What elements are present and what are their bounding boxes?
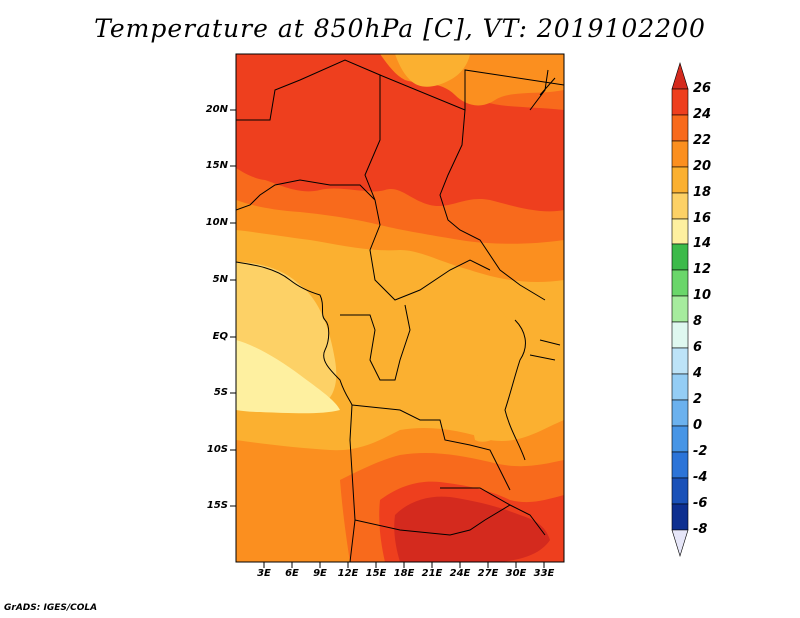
colorbar-20-22 [671, 140, 689, 168]
colorbar-label: 0 [693, 418, 703, 433]
colorbar-0-2 [671, 399, 689, 427]
field-band-18-20-east [472, 300, 522, 442]
country-boundaries [236, 59, 564, 562]
colorbar-label: 20 [693, 159, 712, 174]
colorbar-2-4 [671, 373, 689, 401]
colorbar-label: 4 [693, 366, 703, 381]
colorbar-8-10 [671, 295, 689, 323]
border-zambia-south [440, 487, 511, 506]
chart-title: Temperature at 850hPa [C], VT: 201910220… [94, 14, 706, 43]
field-band-20-22 [236, 200, 564, 282]
colorbar-6-8 [671, 321, 689, 349]
colorbar-label: 2 [693, 392, 703, 407]
lat-label: 10S [206, 444, 228, 455]
west-coastline [236, 261, 356, 562]
east-lakes [529, 339, 561, 361]
border-west-africa [236, 59, 381, 211]
border-congo [340, 304, 411, 381]
colorbar-cap-above-26 [671, 61, 689, 90]
lat-label: 5N [212, 274, 228, 285]
credit-text: GrADS: IGES/COLA [4, 603, 98, 613]
temperature-field [236, 54, 564, 562]
colorbar-label: 26 [693, 81, 712, 96]
lat-ticks [230, 109, 236, 507]
colorbar-m8-m6 [671, 503, 689, 531]
colorbar-label: 10 [693, 288, 712, 303]
lon-label: 3E [257, 568, 271, 579]
lon-label: 12E [337, 568, 359, 579]
lat-label: EQ [212, 331, 228, 342]
lon-label: 9E [313, 568, 327, 579]
field-band-18-20-ne [395, 54, 470, 87]
lat-label: 15S [206, 500, 228, 511]
colorbar-label: -2 [693, 444, 708, 459]
lat-label: 10N [205, 217, 228, 228]
lat-label: 5S [213, 387, 228, 398]
colorbar [671, 61, 689, 558]
lon-label: 30E [505, 568, 527, 579]
colorbar-18-20 [671, 166, 689, 194]
field-band-24-26 [236, 54, 564, 212]
colorbar-m2-0 [671, 425, 689, 453]
lon-label: 6E [285, 568, 299, 579]
colorbar-10-12 [671, 269, 689, 297]
lon-label: 18E [393, 568, 415, 579]
border-libya-egypt [379, 69, 564, 111]
lon-label: 15E [365, 568, 387, 579]
border-lakes [504, 319, 526, 461]
colorbar-4-6 [671, 347, 689, 375]
colorbar-m4-m2 [671, 451, 689, 479]
colorbar-24-26 [671, 88, 689, 116]
border-sudan [439, 109, 546, 301]
colorbar-label: -6 [693, 496, 708, 511]
colorbar-12-14 [671, 243, 689, 271]
field-band-above-26 [394, 496, 550, 562]
colorbar-22-24 [671, 114, 689, 142]
colorbar-label: 22 [693, 133, 712, 148]
border-drc-angola-zambia [351, 404, 511, 491]
lon-label: 27E [477, 568, 499, 579]
lat-label: 15N [205, 160, 228, 171]
border-south [354, 504, 546, 536]
colorbar-m6-m4 [671, 477, 689, 505]
colorbar-label: 12 [693, 262, 712, 277]
colorbar-14-16 [671, 218, 689, 245]
colorbar-label: 18 [693, 185, 712, 200]
field-band-14-16-coast [236, 340, 340, 414]
colorbar-label: 6 [693, 340, 703, 355]
lon-label: 24E [449, 568, 471, 579]
border-chad-car [369, 199, 491, 301]
colorbar-label: 16 [693, 211, 712, 226]
colorbar-16-18 [671, 192, 689, 220]
colorbar-label: 24 [693, 107, 712, 122]
lat-label: 20N [205, 104, 228, 115]
colorbar-cap-below-m8 [671, 529, 689, 558]
colorbar-label: -8 [693, 522, 708, 537]
colorbar-label: 8 [693, 314, 703, 329]
colorbar-label: 14 [693, 236, 712, 251]
lon-label: 33E [533, 568, 555, 579]
colorbar-label: -4 [693, 470, 708, 485]
lon-ticks [263, 562, 545, 568]
map-frame [235, 53, 565, 563]
lon-label: 21E [421, 568, 443, 579]
red-sea-coast [529, 69, 556, 111]
